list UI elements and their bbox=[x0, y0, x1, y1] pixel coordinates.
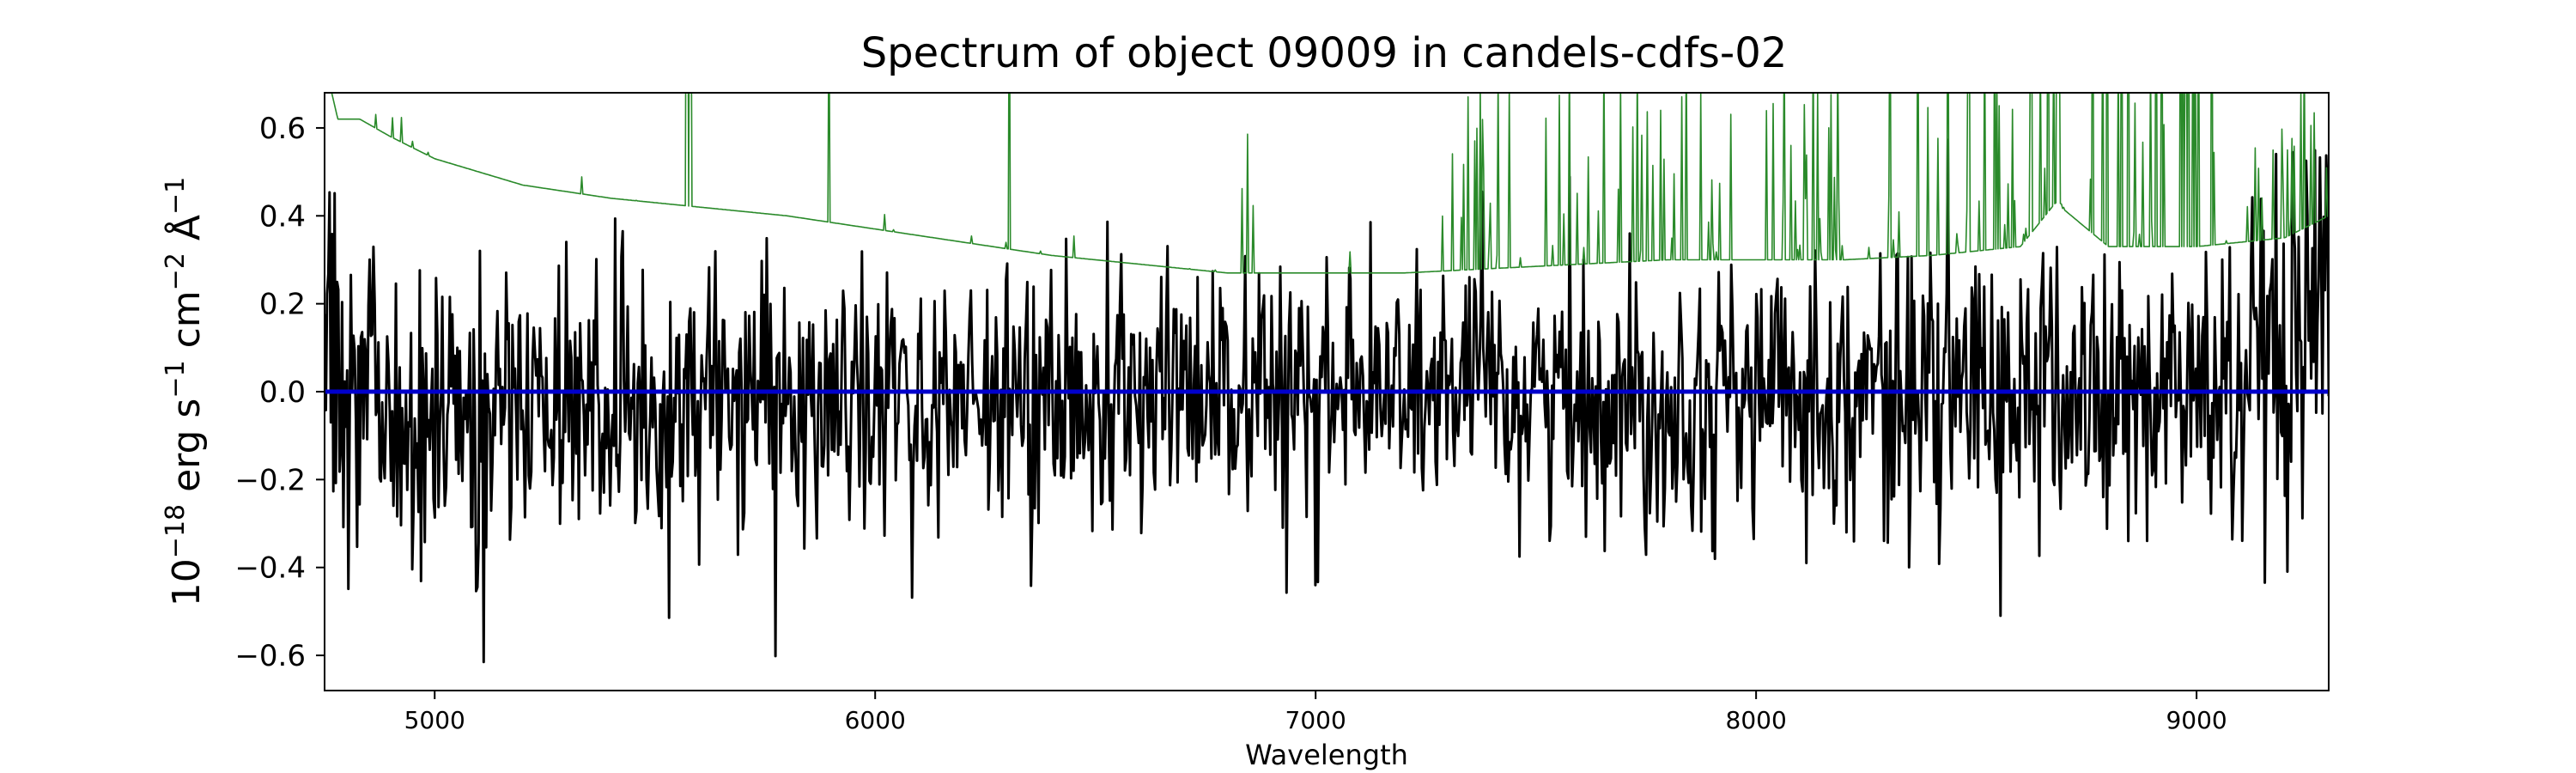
y-label-base: 10 bbox=[165, 558, 209, 606]
x-tick-label: 9000 bbox=[2166, 706, 2227, 734]
series-layer bbox=[325, 93, 2329, 664]
y-axis-label: 10−18 erg s−1 cm−2 Å−1 bbox=[161, 177, 209, 606]
x-tick-label: 7000 bbox=[1285, 706, 1346, 734]
x-tick-label: 8000 bbox=[1726, 706, 1787, 734]
flux-spectrum-line bbox=[325, 138, 2329, 664]
x-axis-label: Wavelength bbox=[1245, 739, 1408, 771]
chart-title: Spectrum of object 09009 in candels-cdfs… bbox=[861, 29, 1788, 77]
y-label-exp1: −18 bbox=[161, 504, 191, 558]
y-tick-label: 0.2 bbox=[259, 288, 306, 322]
y-label-erg: erg s bbox=[165, 399, 209, 504]
error-spectrum-line bbox=[331, 93, 2329, 274]
x-axis: 5000 6000 7000 8000 9000 bbox=[404, 691, 2227, 734]
y-tick-label: 0.4 bbox=[259, 199, 306, 234]
y-label-exp3: −2 bbox=[161, 253, 191, 290]
y-tick-label: 0.6 bbox=[259, 112, 306, 146]
y-label-cm: cm bbox=[165, 290, 209, 360]
y-axis: −0.6 −0.4 −0.2 0.0 0.2 0.4 0.6 bbox=[234, 112, 325, 673]
y-tick-label: −0.6 bbox=[234, 639, 306, 673]
y-label-exp2: −1 bbox=[161, 360, 191, 398]
y-tick-label: −0.4 bbox=[234, 551, 306, 586]
x-tick-label: 5000 bbox=[404, 706, 465, 734]
y-tick-label: −0.2 bbox=[234, 463, 306, 497]
y-label-a: Å bbox=[163, 215, 209, 253]
y-tick-label: 0.0 bbox=[259, 375, 306, 410]
y-label-exp4: −1 bbox=[161, 177, 191, 215]
plot-area bbox=[325, 93, 2329, 664]
x-tick-label: 6000 bbox=[845, 706, 906, 734]
